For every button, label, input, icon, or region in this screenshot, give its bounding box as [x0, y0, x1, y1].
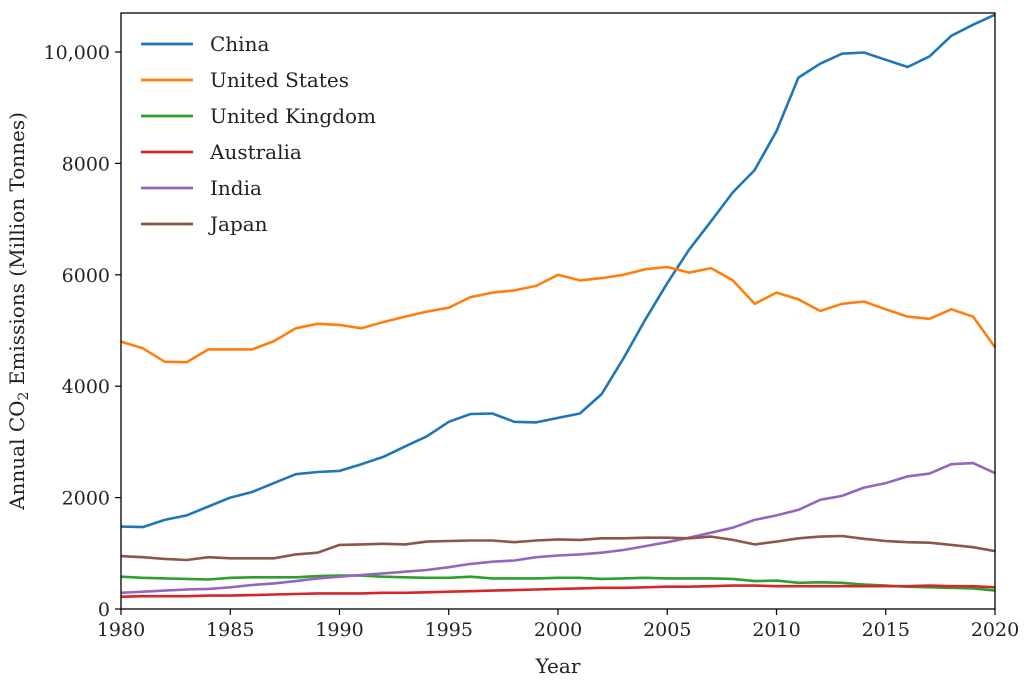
y-axis: 0 2000 4000 6000 8000 10,000 — [44, 42, 121, 621]
series-line-china — [120, 13, 996, 529]
y-tick-label: 0 — [98, 599, 110, 621]
y-tick-label: 4000 — [62, 376, 110, 398]
y-axis-title-suffix: Emissions (Million Tonnes) — [5, 112, 29, 391]
y-tick-label: 2000 — [62, 488, 110, 510]
legend-label-japan: Japan — [208, 212, 268, 236]
y-tick-label: 10,000 — [44, 42, 110, 64]
legend-label-india: India — [210, 176, 262, 200]
x-tick-label: 1995 — [425, 619, 473, 641]
x-tick-label: 2005 — [643, 619, 691, 641]
legend-label-united-kingdom: United Kingdom — [210, 104, 376, 128]
series-line-india — [120, 461, 996, 595]
x-axis-title: Year — [535, 654, 581, 678]
series-line-japan — [120, 534, 996, 562]
series-line-united-states — [120, 265, 997, 364]
x-tick-label: 2020 — [971, 619, 1019, 641]
y-tick-label: 6000 — [62, 265, 110, 287]
x-tick-label: 1990 — [315, 619, 363, 641]
x-tick-label: 2010 — [752, 619, 800, 641]
series-line-united-kingdom — [120, 574, 996, 592]
y-axis-title-prefix: Annual CO — [5, 400, 29, 510]
legend-label-australia: Australia — [209, 140, 302, 164]
legend-label-united-states: United States — [210, 68, 349, 92]
x-tick-label: 2000 — [534, 619, 582, 641]
x-axis: 1980 1985 1990 1995 2000 2005 2010 2015 2020 — [97, 609, 1019, 641]
x-tick-label: 1985 — [206, 619, 254, 641]
legend: China United States United Kingdom Australi… — [141, 32, 376, 236]
y-axis-title: Annual CO2 Emissions (Million Tonnes) — [5, 112, 32, 511]
x-tick-label: 1980 — [97, 619, 145, 641]
plot-area — [120, 13, 997, 598]
series-line-australia — [120, 584, 996, 598]
y-axis-title-subscript: 2 — [16, 392, 32, 401]
plot-frame — [120, 12, 996, 610]
y-tick-label: 8000 — [62, 153, 110, 175]
legend-label-china: China — [210, 32, 269, 56]
x-tick-label: 2015 — [862, 619, 910, 641]
